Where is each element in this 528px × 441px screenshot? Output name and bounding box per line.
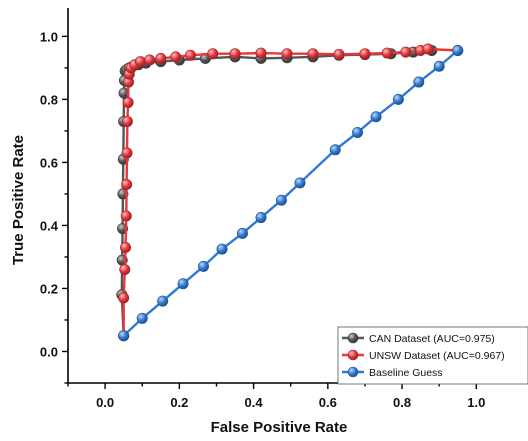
x-tick-label: 0.6 bbox=[319, 395, 337, 410]
data-point bbox=[433, 60, 445, 72]
data-point bbox=[400, 46, 412, 58]
series-layer bbox=[116, 43, 464, 342]
data-point bbox=[236, 227, 248, 239]
data-point bbox=[422, 43, 434, 55]
data-point bbox=[216, 243, 228, 255]
data-point bbox=[381, 47, 393, 59]
data-point bbox=[333, 48, 345, 60]
legend-swatch-marker bbox=[347, 349, 359, 361]
data-point bbox=[155, 52, 167, 64]
data-point bbox=[119, 264, 131, 276]
legend-entry: UNSW Dataset (AUC=0.967) bbox=[369, 350, 505, 362]
data-point bbox=[118, 330, 130, 342]
data-point bbox=[170, 51, 182, 63]
y-tick-label: 0.2 bbox=[40, 281, 58, 296]
axes: 0.0 0.2 0.4 0.6 0.8 1.0 0.0 0.2 0.4 0.6 0.8 1.0 bbox=[40, 8, 506, 410]
x-tick-label: 0.4 bbox=[245, 395, 264, 410]
x-tick-label: 0.0 bbox=[96, 395, 114, 410]
data-point bbox=[120, 241, 132, 253]
data-point bbox=[229, 48, 241, 60]
y-axis-title: True Positive Rate bbox=[10, 135, 27, 265]
x-tick-label: 1.0 bbox=[467, 395, 485, 410]
legend-swatch-marker bbox=[347, 366, 359, 378]
x-tick-label: 0.8 bbox=[393, 395, 411, 410]
series-1 bbox=[118, 43, 464, 342]
data-point bbox=[294, 177, 306, 189]
data-point bbox=[134, 56, 146, 68]
data-point bbox=[255, 47, 267, 59]
data-point bbox=[121, 115, 133, 127]
data-point bbox=[281, 48, 293, 60]
legend: CAN Dataset (AUC=0.975) UNSW Dataset (AUC… bbox=[337, 326, 528, 385]
data-point bbox=[136, 312, 148, 324]
data-point bbox=[177, 278, 189, 290]
y-tick-label: 0.8 bbox=[40, 92, 58, 107]
data-point bbox=[207, 48, 219, 60]
data-point bbox=[121, 178, 133, 190]
data-point bbox=[157, 295, 169, 307]
legend-swatch-marker bbox=[347, 332, 359, 344]
data-point bbox=[329, 144, 341, 156]
data-point bbox=[452, 45, 464, 57]
series-line bbox=[120, 49, 432, 336]
legend-entry: Baseline Guess bbox=[369, 367, 443, 379]
data-point bbox=[184, 49, 196, 61]
legend-box bbox=[337, 326, 528, 385]
data-point bbox=[118, 292, 130, 304]
y-tick-label: 1.0 bbox=[40, 29, 58, 44]
data-point bbox=[370, 111, 382, 123]
data-point bbox=[121, 147, 133, 159]
data-point bbox=[352, 126, 364, 138]
data-point bbox=[255, 212, 267, 224]
y-tick-label: 0.4 bbox=[40, 218, 59, 233]
y-tick-label: 0.6 bbox=[40, 155, 58, 170]
series-2 bbox=[118, 45, 464, 342]
data-point bbox=[392, 93, 404, 105]
series-line bbox=[122, 49, 459, 337]
data-point bbox=[359, 48, 371, 60]
data-point bbox=[144, 54, 156, 66]
data-point bbox=[120, 210, 132, 222]
x-axis-title: False Positive Rate bbox=[211, 419, 348, 436]
data-point bbox=[413, 76, 425, 88]
data-point bbox=[307, 48, 319, 60]
data-point bbox=[197, 260, 209, 272]
legend-entry: CAN Dataset (AUC=0.975) bbox=[369, 333, 495, 345]
x-tick-label: 0.2 bbox=[170, 395, 188, 410]
data-point bbox=[275, 194, 287, 206]
y-tick-label: 0.0 bbox=[40, 344, 58, 359]
data-point bbox=[122, 97, 134, 109]
